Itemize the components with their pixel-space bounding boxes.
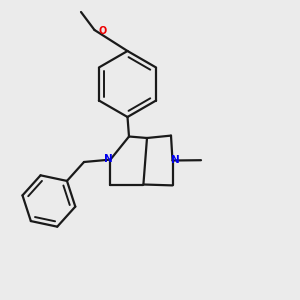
Text: O: O bbox=[99, 26, 107, 37]
Text: N: N bbox=[171, 155, 180, 165]
Text: N: N bbox=[103, 154, 112, 164]
